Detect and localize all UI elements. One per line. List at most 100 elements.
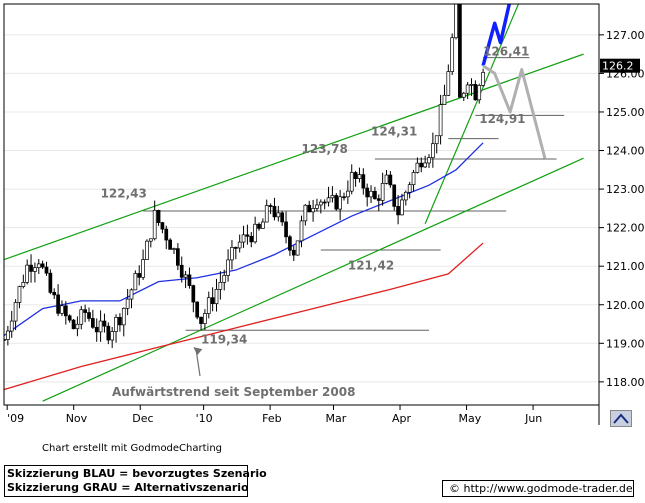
candle-body: [373, 190, 377, 200]
candle-body: [114, 316, 118, 332]
candle-body: [380, 183, 385, 201]
x-tick-label: May: [459, 412, 482, 425]
candle-body: [6, 330, 10, 340]
candle-body: [129, 289, 134, 300]
candle-body: [384, 174, 389, 184]
candle-body: [98, 320, 103, 333]
annotation-arrow: [195, 351, 201, 377]
candle-body: [75, 323, 80, 330]
candle-body: [481, 72, 485, 86]
candle-body: [241, 234, 246, 243]
candle-body: [280, 212, 285, 223]
candle-body: [203, 313, 207, 324]
support-resistance-levels: [143, 57, 565, 331]
candle-body: [125, 298, 130, 309]
level-label: 124,91: [479, 112, 525, 126]
chart-tool-button[interactable]: [610, 410, 632, 427]
candle-body: [299, 220, 304, 242]
candlesticks: [4, 4, 485, 348]
legend-gray: Skizzierung GRAU = Alternativszenario: [7, 481, 249, 494]
candle-body: [396, 206, 400, 216]
candle-body: [357, 174, 362, 179]
candle-body: [195, 301, 200, 318]
candle-body: [450, 37, 455, 72]
candle-body: [322, 201, 327, 204]
candle-body: [141, 259, 145, 278]
candle-body: [369, 190, 373, 198]
candle-body: [237, 241, 242, 249]
candle-body: [233, 247, 238, 249]
legend-blue: Skizzierung BLAU = bevorzugtes Szenario: [7, 467, 267, 480]
y-tick-label: 122.00: [606, 222, 645, 235]
candle-body: [187, 274, 192, 286]
candle-body: [376, 198, 381, 201]
candle-body: [168, 239, 172, 250]
candle-body: [315, 204, 319, 209]
candle-body: [206, 297, 211, 314]
y-tick-label: 121.00: [606, 260, 645, 273]
candle-body: [403, 191, 408, 201]
candle-body: [21, 282, 26, 287]
candle-body: [179, 264, 184, 278]
website-link[interactable]: © http://www.godmode-trader.de: [442, 480, 634, 497]
candle-body: [438, 104, 443, 137]
x-tick-label: '09: [7, 412, 24, 425]
candle-body: [152, 209, 157, 240]
candle-body: [454, 4, 458, 39]
candle-body: [148, 238, 153, 242]
trend-annotation: Aufwärtstrend seit September 2008: [112, 347, 355, 399]
x-tick-label: Dec: [132, 412, 153, 425]
candle-body: [442, 94, 447, 106]
level-label: 121,42: [348, 258, 394, 272]
candle-body: [261, 221, 265, 229]
candle-body: [249, 235, 254, 243]
candle-body: [56, 294, 60, 314]
axes: 118.00 119.00 120.00 121.00 122.00 123.00 124.…: [3, 3, 645, 425]
candle-body: [427, 157, 431, 164]
candle-body: [79, 309, 84, 325]
candle-body: [311, 208, 315, 213]
candle-body: [342, 196, 346, 199]
candle-body: [400, 199, 404, 216]
candle-body: [94, 326, 99, 333]
level-label: 123,78: [302, 142, 348, 156]
candle-body: [133, 273, 138, 291]
y-tick-label: 124.00: [606, 145, 645, 158]
candle-body: [446, 71, 451, 96]
level-label: 122,43: [101, 187, 147, 201]
candle-body: [214, 288, 219, 304]
x-tick-label: Nov: [66, 412, 88, 425]
candle-body: [318, 201, 323, 206]
candle-body: [245, 234, 250, 237]
x-tick-label: Mar: [325, 412, 346, 425]
candle-body: [407, 184, 412, 193]
candle-body: [415, 162, 420, 173]
candle-body: [4, 339, 6, 341]
candle-body: [423, 162, 427, 168]
plot-frame: [3, 3, 600, 406]
moving-average-red: [4, 242, 484, 391]
candle-body: [288, 236, 292, 251]
candle-body: [469, 84, 474, 86]
candle-body: [13, 302, 18, 322]
candle-body: [71, 319, 76, 330]
candle-body: [121, 307, 126, 326]
x-tick-label: Feb: [262, 412, 281, 425]
candle-body: [110, 331, 115, 341]
candle-body: [473, 84, 478, 101]
candle-body: [164, 228, 169, 241]
candle-body: [40, 263, 45, 268]
candle-body: [276, 212, 281, 218]
candle-body: [349, 172, 354, 192]
candle-body: [67, 315, 72, 321]
candle-body: [52, 292, 57, 296]
candle-body: [83, 309, 87, 313]
candle-body: [160, 222, 165, 230]
candle-body: [465, 84, 470, 94]
candle-body: [431, 143, 435, 159]
candle-body: [36, 263, 41, 268]
scenario-sketches: [481, 4, 547, 159]
candle-body: [33, 267, 37, 272]
candle-body: [145, 240, 149, 260]
trend-channel-lines: [4, 4, 584, 402]
